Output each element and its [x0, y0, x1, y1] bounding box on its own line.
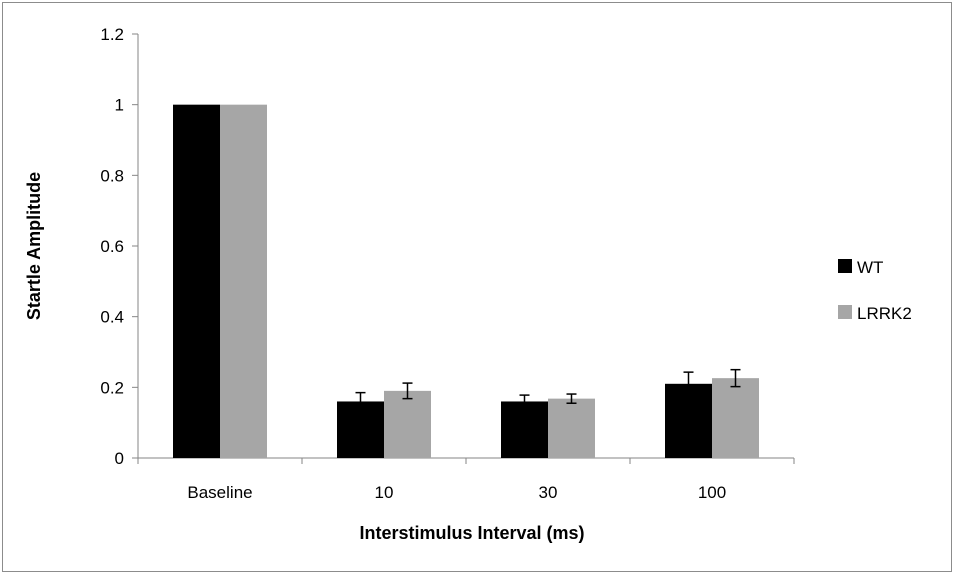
error-bars: [355, 368, 741, 412]
x-axis: Baseline 10 30 100: [137, 457, 795, 502]
y-tick-label: 0: [115, 449, 124, 468]
y-axis-title: Startle Amplitude: [24, 172, 44, 320]
legend-swatch-wt: [838, 259, 852, 273]
x-tick-label: Baseline: [187, 483, 252, 502]
y-tick-label: 0.2: [100, 378, 124, 397]
bar-lrrk2-10: [384, 390, 431, 458]
bar-lrrk2-100: [712, 378, 759, 458]
y-axis: 0 0.2 0.4 0.6 0.8 1 1.2: [100, 25, 139, 468]
y-tick-label: 1.2: [100, 25, 124, 44]
legend-label-lrrk2: LRRK2: [857, 304, 912, 323]
bars: [173, 104, 759, 459]
bar-lrrk2-baseline: [220, 104, 267, 459]
x-tick-label: 100: [698, 483, 726, 502]
bar-wt-30: [501, 401, 548, 458]
bar-lrrk2-30: [548, 398, 595, 458]
legend-swatch-lrrk2: [838, 305, 852, 319]
x-tick-label: 30: [539, 483, 558, 502]
bar-wt-baseline: [173, 104, 220, 459]
legend-label-wt: WT: [857, 258, 883, 277]
y-tick-label: 0.4: [100, 308, 124, 327]
y-tick-label: 0.8: [100, 166, 124, 185]
y-tick-label: 1: [115, 96, 124, 115]
y-tick-label: 0.6: [100, 237, 124, 256]
x-axis-title: Interstimulus Interval (ms): [359, 523, 584, 543]
legend: WT LRRK2: [838, 258, 912, 323]
x-tick-label: 10: [375, 483, 394, 502]
